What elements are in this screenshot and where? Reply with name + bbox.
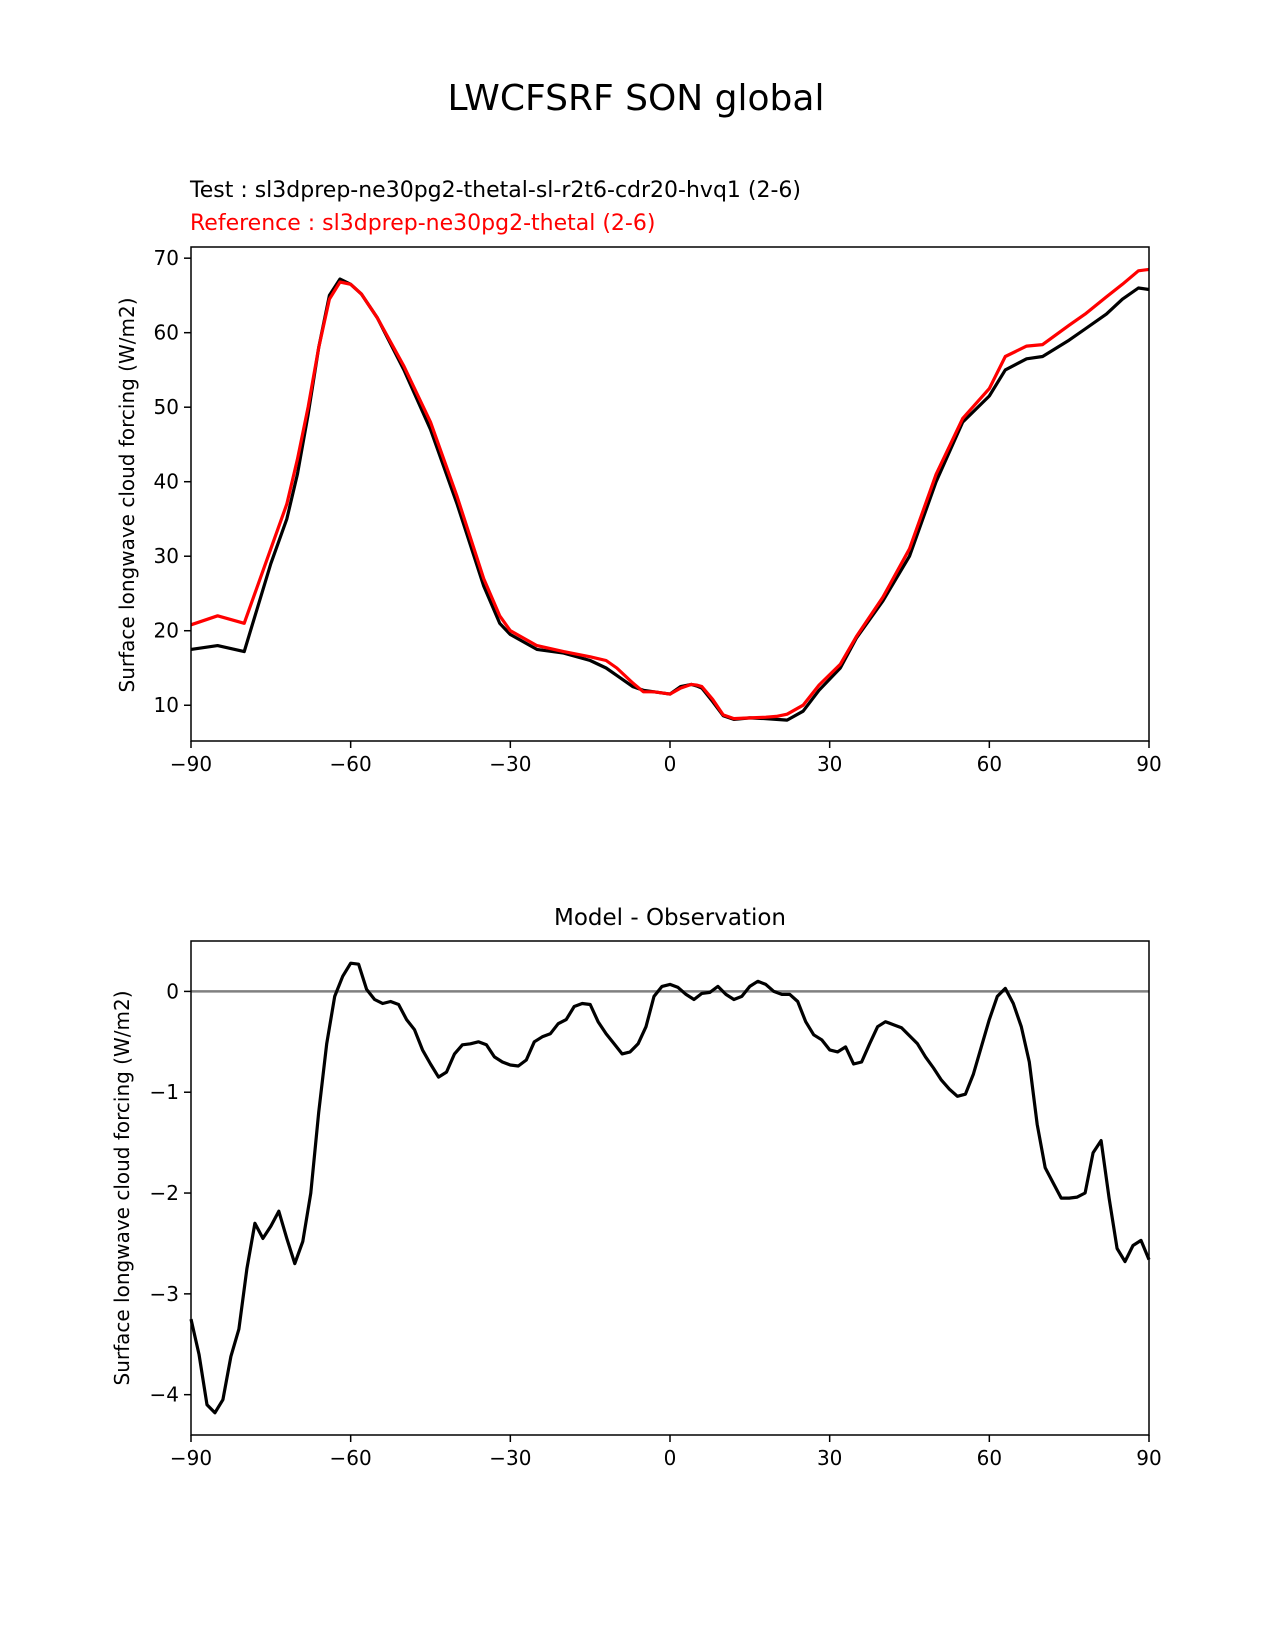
top-plot-frame	[190, 246, 1150, 742]
y-tick-label: 40	[154, 470, 179, 494]
top-y-ticks: 10 20 30 40 50 60 70	[154, 246, 191, 717]
x-tick-label: −90	[170, 1446, 212, 1470]
x-tick-label: 90	[1136, 1446, 1161, 1470]
x-tick-label: 0	[664, 1446, 677, 1470]
y-tick-label: 30	[154, 544, 179, 568]
difference-series-line	[189, 961, 1151, 1415]
bottom-x-ticks: −90 −60 −30 0 30 60 90	[170, 1435, 1162, 1470]
x-tick-label: 60	[977, 1446, 1002, 1470]
y-tick-label: 50	[154, 395, 179, 419]
y-tick-label: 60	[154, 321, 179, 345]
y-tick-label: 10	[154, 693, 179, 717]
x-tick-label: −90	[170, 752, 212, 776]
x-tick-label: 0	[664, 752, 677, 776]
y-tick-label: −2	[150, 1181, 179, 1205]
reference-label: Reference : sl3dprep-ne30pg2-thetal (2-6…	[190, 211, 655, 236]
x-tick-label: 60	[977, 752, 1002, 776]
bottom-panel: Model - Observation Surface longwave clo…	[110, 905, 1162, 1470]
x-tick-label: −30	[489, 1446, 531, 1470]
y-tick-label: −1	[150, 1080, 179, 1104]
bottom-plot-frame	[190, 940, 1150, 1436]
top-panel: Test : sl3dprep-ne30pg2-thetal-sl-r2t6-c…	[115, 178, 1162, 776]
x-tick-label: 90	[1136, 752, 1161, 776]
top-y-axis-label: Surface longwave cloud forcing (W/m2)	[115, 297, 139, 692]
y-tick-label: 20	[154, 619, 179, 643]
y-tick-label: 0	[166, 979, 179, 1003]
x-tick-label: −60	[330, 1446, 372, 1470]
x-tick-label: 30	[817, 752, 842, 776]
figure-title: LWCFSRF SON global	[448, 78, 825, 119]
reference-series-line	[190, 267, 1150, 721]
top-x-ticks: −90 −60 −30 0 30 60 90	[170, 741, 1162, 776]
x-tick-label: 30	[817, 1446, 842, 1470]
x-tick-label: −60	[330, 752, 372, 776]
x-tick-label: −30	[489, 752, 531, 776]
test-series-line	[190, 277, 1150, 722]
top-series	[190, 267, 1150, 722]
bottom-y-ticks: 0 −1 −2 −3 −4	[150, 979, 191, 1407]
bottom-series	[189, 961, 1151, 1415]
bottom-y-axis-label: Surface longwave cloud forcing (W/m2)	[110, 990, 134, 1385]
test-label: Test : sl3dprep-ne30pg2-thetal-sl-r2t6-c…	[189, 178, 801, 203]
y-tick-label: −3	[150, 1282, 179, 1306]
bottom-title: Model - Observation	[554, 905, 786, 931]
y-tick-label: 70	[154, 246, 179, 270]
y-tick-label: −4	[150, 1383, 179, 1407]
